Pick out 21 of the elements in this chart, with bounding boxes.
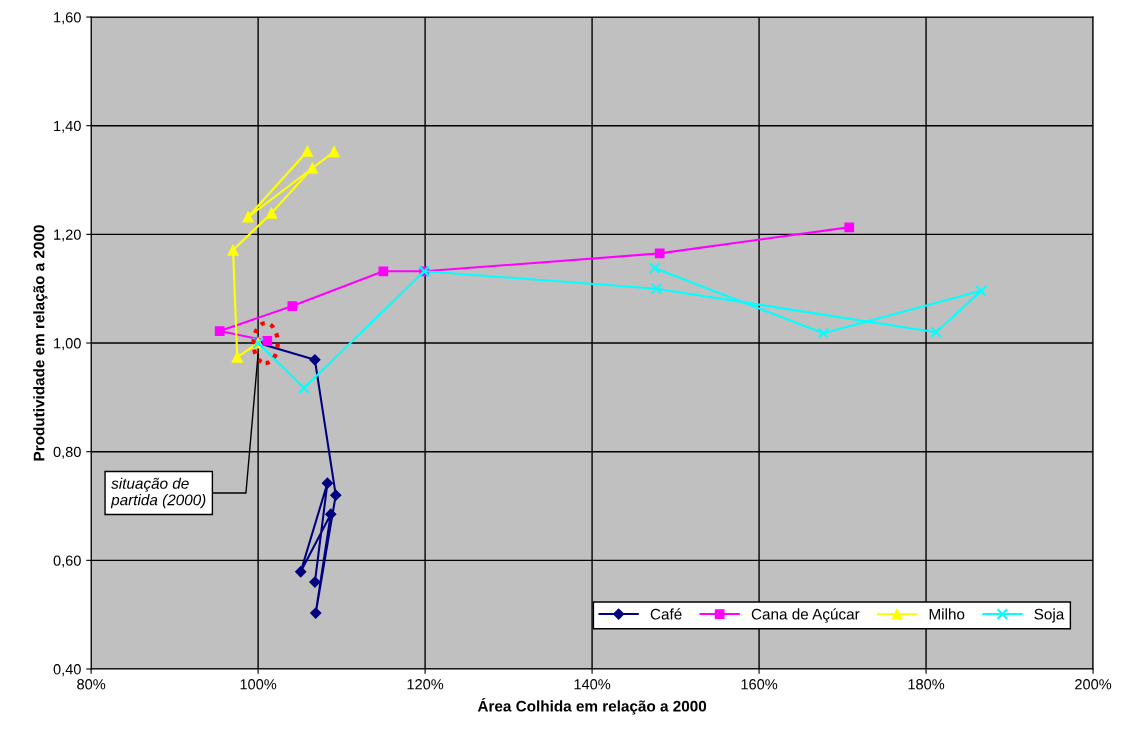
y-tick-label: 0,60 bbox=[53, 555, 81, 568]
legend-label: Café bbox=[650, 608, 682, 620]
x-tick-label: 120% bbox=[407, 679, 444, 690]
x-tick-label: 200% bbox=[1075, 679, 1112, 690]
x-axis-title: Área Colhida em relação a 2000 bbox=[477, 697, 707, 715]
y-tick-label: 1,20 bbox=[54, 229, 81, 242]
x-tick-label: 80% bbox=[77, 679, 106, 690]
y-tick-label: 1,00 bbox=[54, 338, 81, 351]
legend-label: Soja bbox=[1034, 608, 1065, 623]
y-tick-label: 0,40 bbox=[53, 664, 81, 677]
y-tick-label: 0,80 bbox=[53, 446, 81, 459]
y-axis-title: Produtividade em relação a 2000 bbox=[33, 225, 48, 461]
annotation: situação de partida (2000) bbox=[110, 477, 206, 509]
y-tick-label: 1,40 bbox=[54, 120, 81, 133]
y-tick-label: 1,60 bbox=[54, 12, 81, 25]
x-tick-label: 180% bbox=[908, 679, 945, 690]
legend-label: Cana de Açúcar bbox=[751, 608, 860, 623]
x-tick-label: 160% bbox=[741, 679, 778, 690]
legend-label: Milho bbox=[929, 608, 965, 620]
x-tick-label: 140% bbox=[574, 679, 611, 690]
x-tick-label: 100% bbox=[240, 679, 277, 690]
